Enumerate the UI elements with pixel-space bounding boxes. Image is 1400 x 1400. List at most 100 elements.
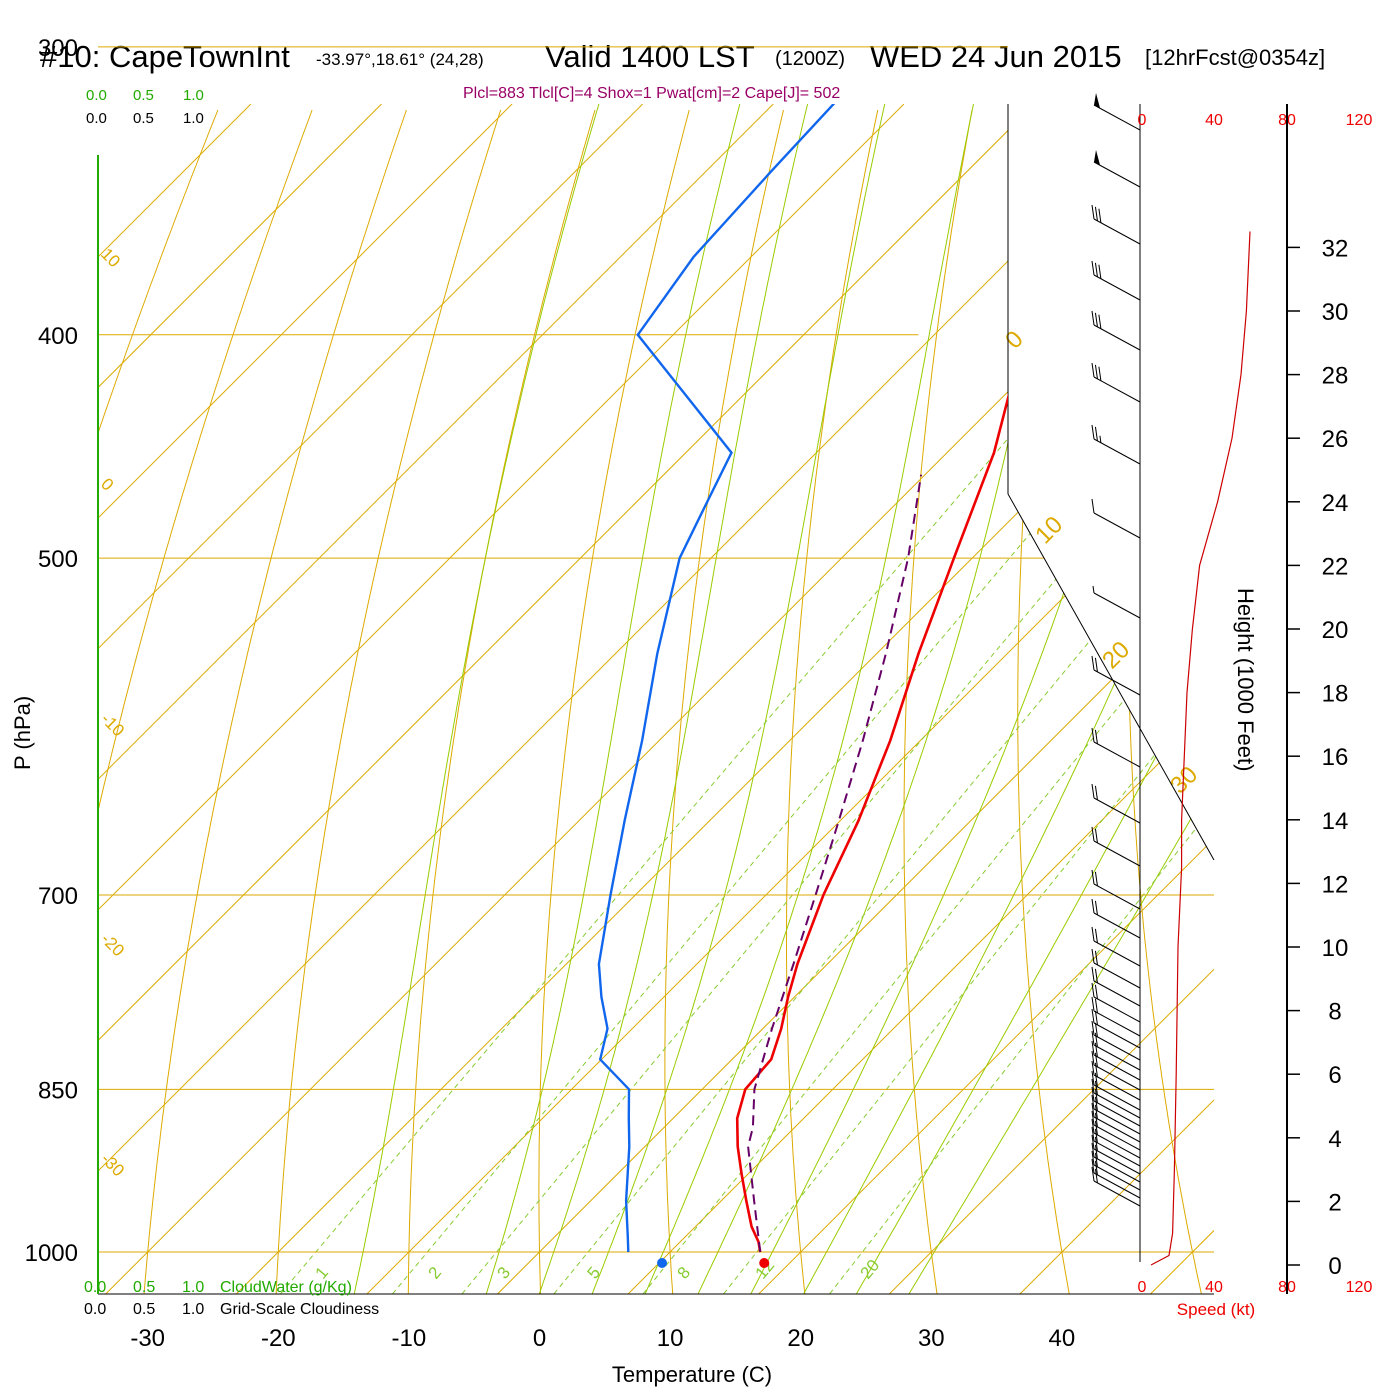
cloud-tick: 1.0 <box>183 87 204 104</box>
mixing-ratio-line <box>823 334 1214 1294</box>
pressure-tick-label: 400 <box>38 323 78 350</box>
mixing-ratio-label: 20 <box>857 1256 884 1283</box>
height-tick-label: 16 <box>1322 744 1349 771</box>
height-axis-title: Height (1000 Feet) <box>1233 588 1258 771</box>
wind-barb <box>1091 1060 1141 1101</box>
wind-speed-profile <box>1150 231 1251 1266</box>
y-axis-title: P (hPa) <box>10 696 35 770</box>
valid-date: WED 24 Jun 2015 <box>870 39 1122 74</box>
height-tick-label: 8 <box>1328 999 1341 1026</box>
height-tick-label: 10 <box>1322 935 1349 962</box>
isotherm-line <box>98 104 774 1294</box>
x-axis-title: Temperature (C) <box>612 1362 772 1387</box>
dry-adiabat <box>786 109 879 1294</box>
height-tick-label: 24 <box>1322 490 1349 517</box>
wind-barb <box>1091 1008 1141 1049</box>
isotherm-line <box>98 104 382 1294</box>
cloudwater-label: CloudWater (g/Kg) <box>220 1279 352 1296</box>
moist-adiabat <box>350 104 677 1294</box>
speed-tick: 40 <box>1205 112 1223 129</box>
cloudiness-label: Grid-Scale Cloudiness <box>220 1301 379 1318</box>
isotherm-label: 20 <box>1097 636 1135 674</box>
cloud-tick: 0.5 <box>133 1301 155 1318</box>
height-tick-label: 14 <box>1322 808 1349 835</box>
moist-adiabat <box>846 104 1214 1294</box>
wind-barb <box>1091 982 1141 1023</box>
wind-barb <box>1091 826 1141 867</box>
isotherm-label: 10 <box>97 244 124 271</box>
forecast-info: [12hrFcst@0354z] <box>1145 45 1325 70</box>
wind-barb <box>1091 1102 1141 1143</box>
pressure-tick-label: 300 <box>38 35 78 62</box>
dry-adiabat <box>98 109 219 1294</box>
height-tick-label: 20 <box>1322 617 1349 644</box>
isotherm-line <box>105 104 1214 1294</box>
cloud-tick: 1.0 <box>182 1301 204 1318</box>
wind-barb <box>1091 926 1141 967</box>
mixing-ratio-line <box>386 334 1199 1294</box>
mixing-ratio-line <box>637 334 1214 1294</box>
mixing-ratio-label: 3 <box>494 1263 515 1282</box>
wind-barb <box>1091 1040 1141 1081</box>
cloud-tick: 0.5 <box>133 110 154 127</box>
cloud-tick: 0.5 <box>133 1279 155 1296</box>
mixing-ratio-line <box>455 334 1214 1294</box>
height-tick-label: 18 <box>1322 681 1349 708</box>
cloud-tick: 0.0 <box>84 1279 106 1296</box>
wind-barb <box>1091 1126 1141 1167</box>
dry-adiabat <box>1017 109 1070 1294</box>
wind-barb <box>1091 310 1141 351</box>
wind-barb <box>1091 424 1141 465</box>
temperature-tick-label: 40 <box>1049 1325 1076 1352</box>
mixing-ratio-line <box>717 334 1214 1294</box>
isotherm-label: -20 <box>97 929 128 960</box>
wind-barb <box>1093 150 1141 188</box>
cloud-tick: 0.0 <box>86 110 107 127</box>
station-title: #10: CapeTownInt <box>40 39 290 74</box>
isotherm-line <box>627 104 1214 1294</box>
temperature-tick-label: 10 <box>657 1325 684 1352</box>
height-tick-label: 12 <box>1322 871 1349 898</box>
dry-adiabat <box>664 109 784 1294</box>
isotherm-line <box>1150 104 1214 1294</box>
height-tick-label: 6 <box>1328 1062 1341 1089</box>
background-grid <box>98 104 1214 1294</box>
temperature-axis: -30 -20 -10 0 10 20 30 40 <box>130 1325 1075 1352</box>
mixing-ratio-label: 8 <box>674 1263 695 1282</box>
dry-adiabat <box>98 109 313 1294</box>
mixing-ratio-label: 5 <box>584 1263 605 1282</box>
mixing-ratio-label: 2 <box>425 1263 446 1282</box>
height-tick-label: 28 <box>1322 363 1349 390</box>
cloud-scale-top: 0.0 0.5 1.0 0.0 0.5 1.0 <box>86 87 204 127</box>
zulu-time: (1200Z) <box>775 48 845 70</box>
dewpoint-line <box>597 104 995 1253</box>
isotherm-line <box>98 104 1035 1294</box>
wind-barb <box>1091 898 1141 939</box>
wind-barb <box>1091 260 1141 301</box>
dry-adiabat <box>1127 109 1202 1294</box>
wind-barb <box>1091 996 1141 1037</box>
temperature-tick-label: 20 <box>787 1325 814 1352</box>
temp-surface-dot <box>759 1258 770 1268</box>
dew-surface-dot <box>657 1258 668 1268</box>
wind-barb <box>1091 1086 1141 1127</box>
wind-barb <box>1091 966 1141 1007</box>
moist-adiabat <box>480 104 808 1294</box>
mixing-ratio-line <box>547 334 1214 1294</box>
isotherm-label: 0 <box>97 474 117 494</box>
wind-barb <box>1093 93 1141 131</box>
height-tick-label: 4 <box>1328 1126 1341 1153</box>
wind-barb <box>1091 1070 1141 1111</box>
wind-barb <box>1091 1158 1141 1199</box>
speed-tick: 120 <box>1346 112 1373 129</box>
isotherm-line <box>98 104 513 1294</box>
wind-barb <box>1091 1118 1141 1159</box>
isotherm-line <box>888 104 1214 1294</box>
cloud-tick: 0.0 <box>84 1301 106 1318</box>
wind-barb <box>1091 727 1141 768</box>
parcel-line <box>747 474 923 1253</box>
valid-time: Valid 1400 LST <box>545 39 755 74</box>
